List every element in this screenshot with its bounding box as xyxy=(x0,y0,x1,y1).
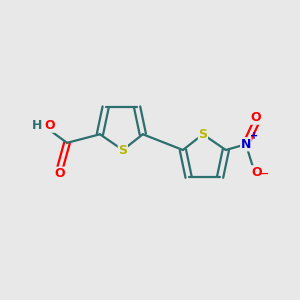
Text: +: + xyxy=(250,131,258,141)
Text: −: − xyxy=(260,169,270,178)
Text: O: O xyxy=(251,166,262,179)
Text: O: O xyxy=(44,119,55,132)
Text: N: N xyxy=(241,138,251,151)
Text: S: S xyxy=(198,128,207,141)
Text: O: O xyxy=(250,111,261,124)
Text: S: S xyxy=(118,143,127,157)
Text: H: H xyxy=(32,119,42,132)
Text: O: O xyxy=(55,167,65,180)
